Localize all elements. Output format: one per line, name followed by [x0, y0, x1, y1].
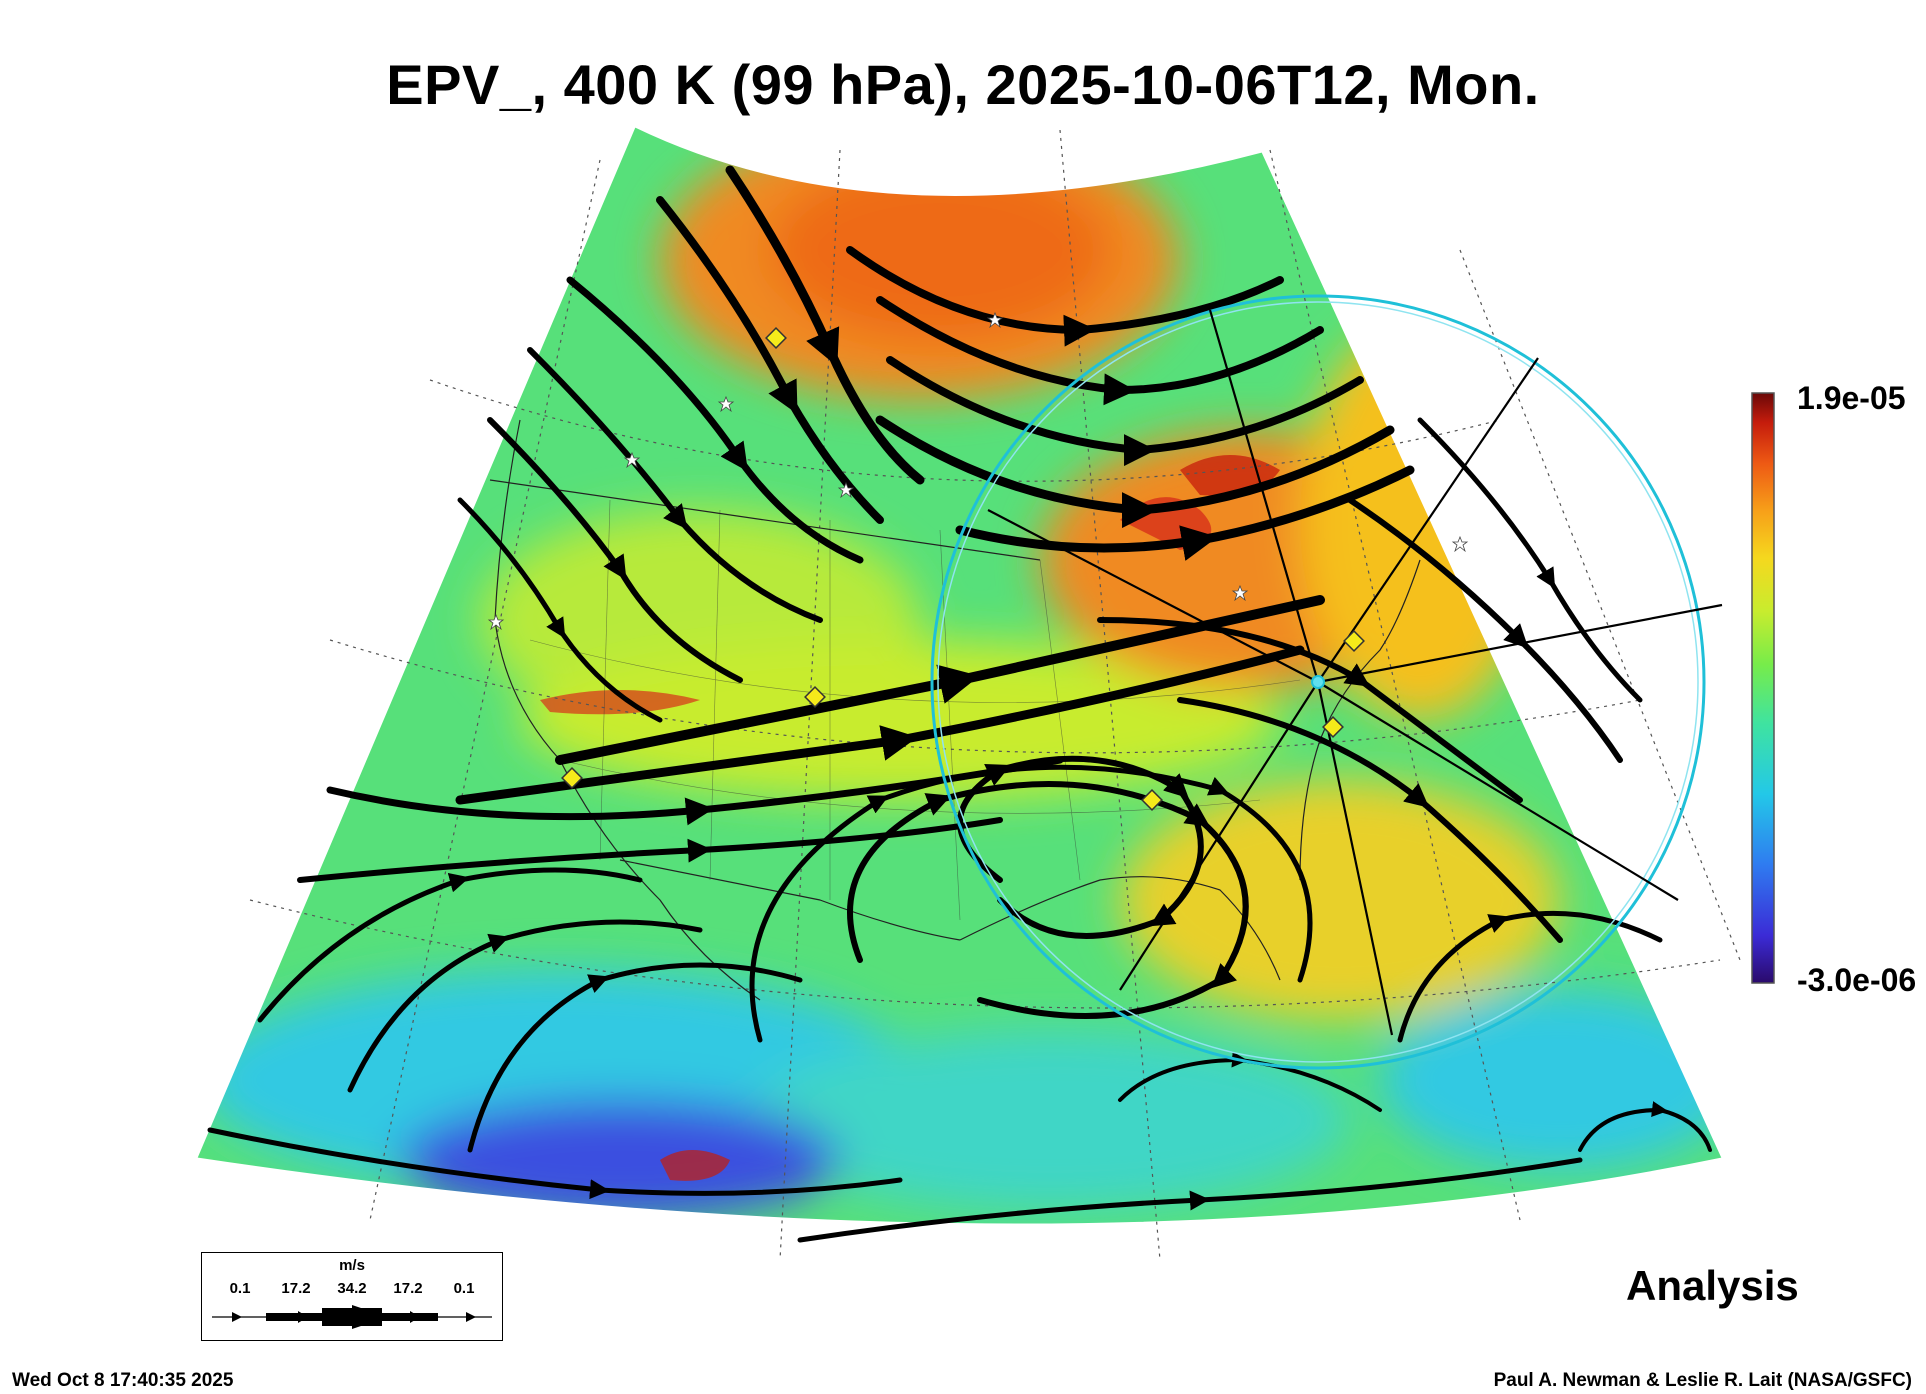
graticule-lat-2	[329, 639, 1641, 754]
station-diamond-icon	[765, 327, 787, 349]
wind-key-tick: 34.2	[337, 1280, 367, 1297]
stream-28	[1397, 910, 1663, 1043]
map-title: EPV_, 400 K (99 hPa), 2025-10-06T12, Mon…	[386, 53, 1540, 116]
station-diamond-icon	[561, 767, 583, 789]
wind-key-tick: 0.1	[453, 1280, 475, 1297]
radial-line-e	[1317, 603, 1723, 684]
footer-timestamp: Wed Oct 8 17:40:35 2025	[12, 1370, 234, 1391]
colorbar-min-label: -3.0e-06	[1797, 962, 1917, 998]
vortex-circle-inner	[937, 301, 1699, 1063]
station-star-icon	[986, 311, 1004, 329]
stream-4	[527, 347, 823, 623]
stream-1	[725, 165, 925, 485]
stream-26	[207, 1127, 903, 1200]
stream-11	[955, 465, 1415, 561]
streamlines	[207, 165, 1712, 1243]
stream-16	[1097, 617, 1523, 803]
analysis-label: Analysis	[1626, 1262, 1799, 1309]
wind-key-tick: 0.1	[229, 1280, 251, 1297]
station-stars	[487, 311, 1469, 631]
station-diamonds	[561, 327, 1365, 811]
radial-line-s	[1316, 681, 1394, 1036]
stream-3	[566, 276, 864, 564]
epv-field	[197, 127, 1722, 1224]
field-low-se	[1380, 990, 1722, 1170]
field-min-sw	[400, 1100, 840, 1220]
wind-key-tick: 17.2	[393, 1280, 423, 1297]
stream-5	[487, 417, 743, 683]
field-mid-east	[1300, 320, 1540, 720]
map-boundary	[196, 126, 1723, 1225]
field-peak-4	[540, 690, 700, 715]
stream-27	[797, 1157, 1583, 1243]
stream-29	[1578, 1101, 1712, 1152]
field-peak-3	[660, 1150, 730, 1181]
footer-credit: Paul A. Newman & Leslie R. Lait (NASA/GS…	[1493, 1370, 1912, 1391]
station-star-icon	[837, 481, 855, 499]
vortex-center-marker	[1311, 675, 1325, 689]
station-diamond-icon	[1141, 789, 1163, 811]
wind-key-arrow	[212, 1305, 492, 1329]
station-star-icon	[1231, 584, 1249, 602]
radial-line-n	[1208, 309, 1320, 683]
stream-18	[1347, 497, 1623, 763]
wind-key-tick: 17.2	[281, 1280, 311, 1297]
radial-line-ne	[1317, 357, 1539, 683]
stream-13	[455, 645, 1305, 805]
stream-24	[347, 919, 703, 1093]
colorbar	[1751, 392, 1775, 984]
coast-east	[1299, 559, 1421, 881]
vortex-circle-outer	[930, 294, 1706, 1070]
radial-lines	[987, 309, 1723, 1036]
field-low-s	[750, 1030, 1350, 1210]
radial-line-nw	[987, 509, 1319, 683]
field-high-north-core	[770, 160, 1110, 340]
graticule-lon-3	[1059, 129, 1161, 1261]
station-diamond-icon	[1343, 630, 1365, 652]
vortex-circle	[930, 294, 1706, 1070]
colorbar-max-label: 1.9e-05	[1797, 380, 1906, 416]
border-us-canada	[489, 479, 1041, 561]
stream-2	[656, 196, 884, 524]
border-us-mexico	[619, 859, 961, 941]
stream-8	[876, 296, 1324, 406]
stream-21	[847, 781, 1249, 1019]
station-star-icon	[717, 395, 735, 413]
radial-line-se	[1317, 681, 1679, 901]
station-diamond-icon	[1322, 716, 1344, 738]
stream-17	[1177, 697, 1563, 943]
station-diamond-icon	[804, 686, 826, 708]
stream-22	[749, 764, 1313, 1043]
station-star-icon	[1451, 535, 1469, 553]
stream-23	[257, 867, 643, 1023]
station-star-icon	[623, 451, 641, 469]
stream-7	[846, 246, 1284, 347]
stream-9	[886, 356, 1364, 467]
wind-key-units: m/s	[339, 1257, 365, 1274]
stream-10	[875, 415, 1395, 529]
wind-key: m/s 0.1 17.2 34.2 17.2 0.1	[201, 1252, 503, 1341]
graticule-lat-3	[249, 899, 1721, 1009]
stream-15	[297, 817, 1003, 883]
radial-line-sw	[1119, 681, 1319, 991]
stream-6	[457, 497, 663, 723]
state-line-6	[529, 639, 1301, 703]
station-star-icon	[487, 613, 505, 631]
stream-25	[467, 962, 803, 1153]
